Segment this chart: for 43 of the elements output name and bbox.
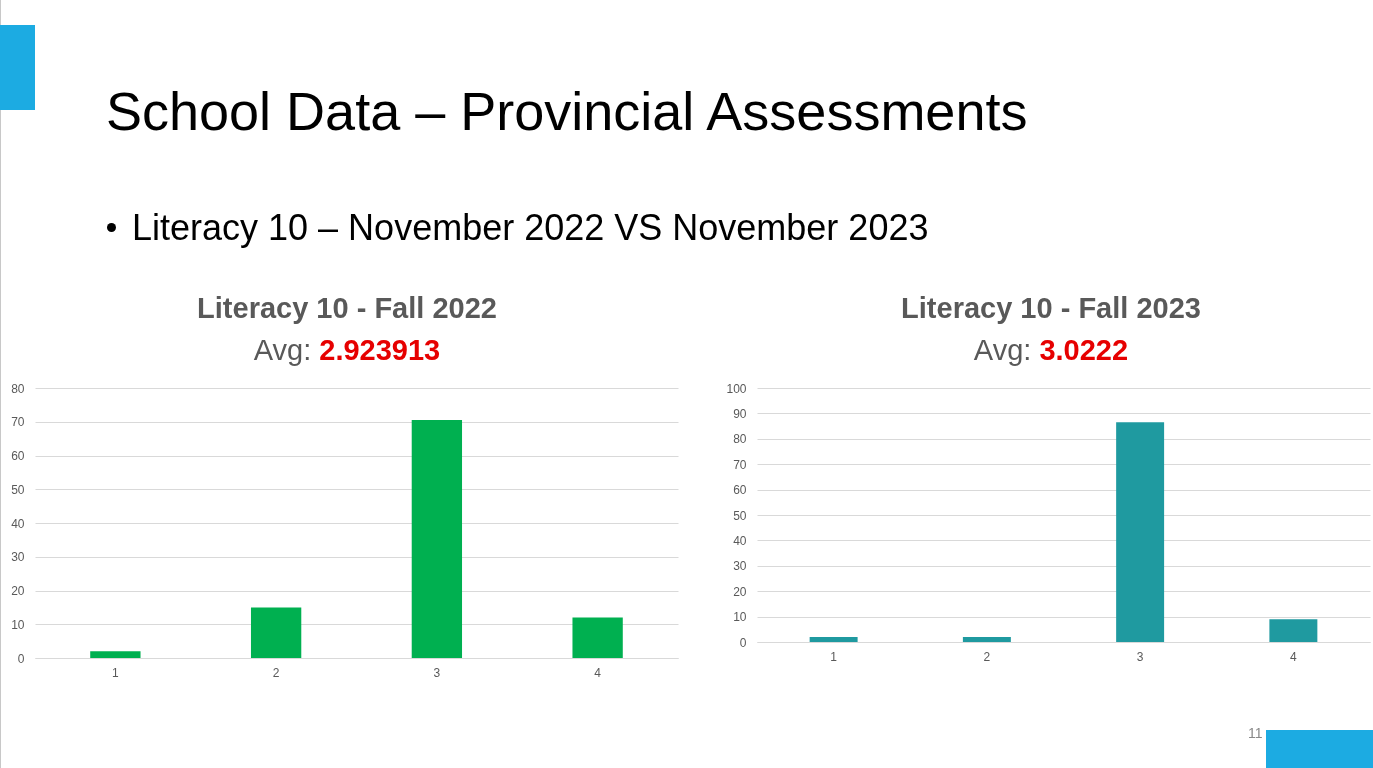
y-tick-label: 60 [11,449,25,463]
y-tick-label: 40 [11,516,25,531]
y-tick-label: 80 [733,432,747,447]
x-tick-label: 1 [112,665,120,680]
bar [1269,619,1318,642]
y-tick-label: 20 [11,584,25,598]
y-tick-label: 0 [739,635,747,650]
x-tick-label: 4 [1290,649,1298,664]
y-tick-label: 60 [733,483,747,498]
y-tick-label: 80 [11,381,25,396]
bar [411,420,463,658]
text: School Data – Provincial Assessments [106,81,1028,141]
y-tick-label: 30 [11,550,25,565]
y-tick-label: 40 [733,533,747,548]
y-tick-label: 10 [11,617,25,632]
text: Literacy 10 – November 2022 VS November 2023 [132,207,929,248]
y-tick-label: 70 [11,415,25,430]
chart-title: Literacy 10 - Fall 2022 [197,292,497,324]
x-tick-label: 2 [983,649,991,664]
chart-subtitle: Avg: 3.0222 [973,334,1129,366]
bar [250,607,302,658]
y-tick-label: 50 [733,508,747,523]
bar [809,636,858,642]
bar [1116,422,1165,642]
y-tick-label: 10 [733,610,747,625]
x-tick-label: 1 [830,649,838,664]
x-tick-label: 4 [594,665,602,680]
bar [572,617,623,658]
x-tick-label: 2 [272,665,280,680]
y-tick-label: 30 [733,559,747,574]
bar [962,636,1011,642]
text: 11 [1248,725,1263,741]
x-tick-label: 3 [433,665,441,680]
y-tick-label: 0 [17,651,25,666]
chart-title: Literacy 10 - Fall 2023 [901,292,1201,324]
y-tick-label: 20 [733,584,747,599]
y-tick-label: 100 [726,381,747,396]
bar [90,651,141,658]
y-tick-label: 70 [733,457,747,472]
y-tick-label: 50 [11,482,25,497]
x-tick-label: 3 [1136,649,1144,664]
y-tick-label: 90 [733,406,747,421]
chart-subtitle: Avg: 2.923913 [253,334,441,366]
